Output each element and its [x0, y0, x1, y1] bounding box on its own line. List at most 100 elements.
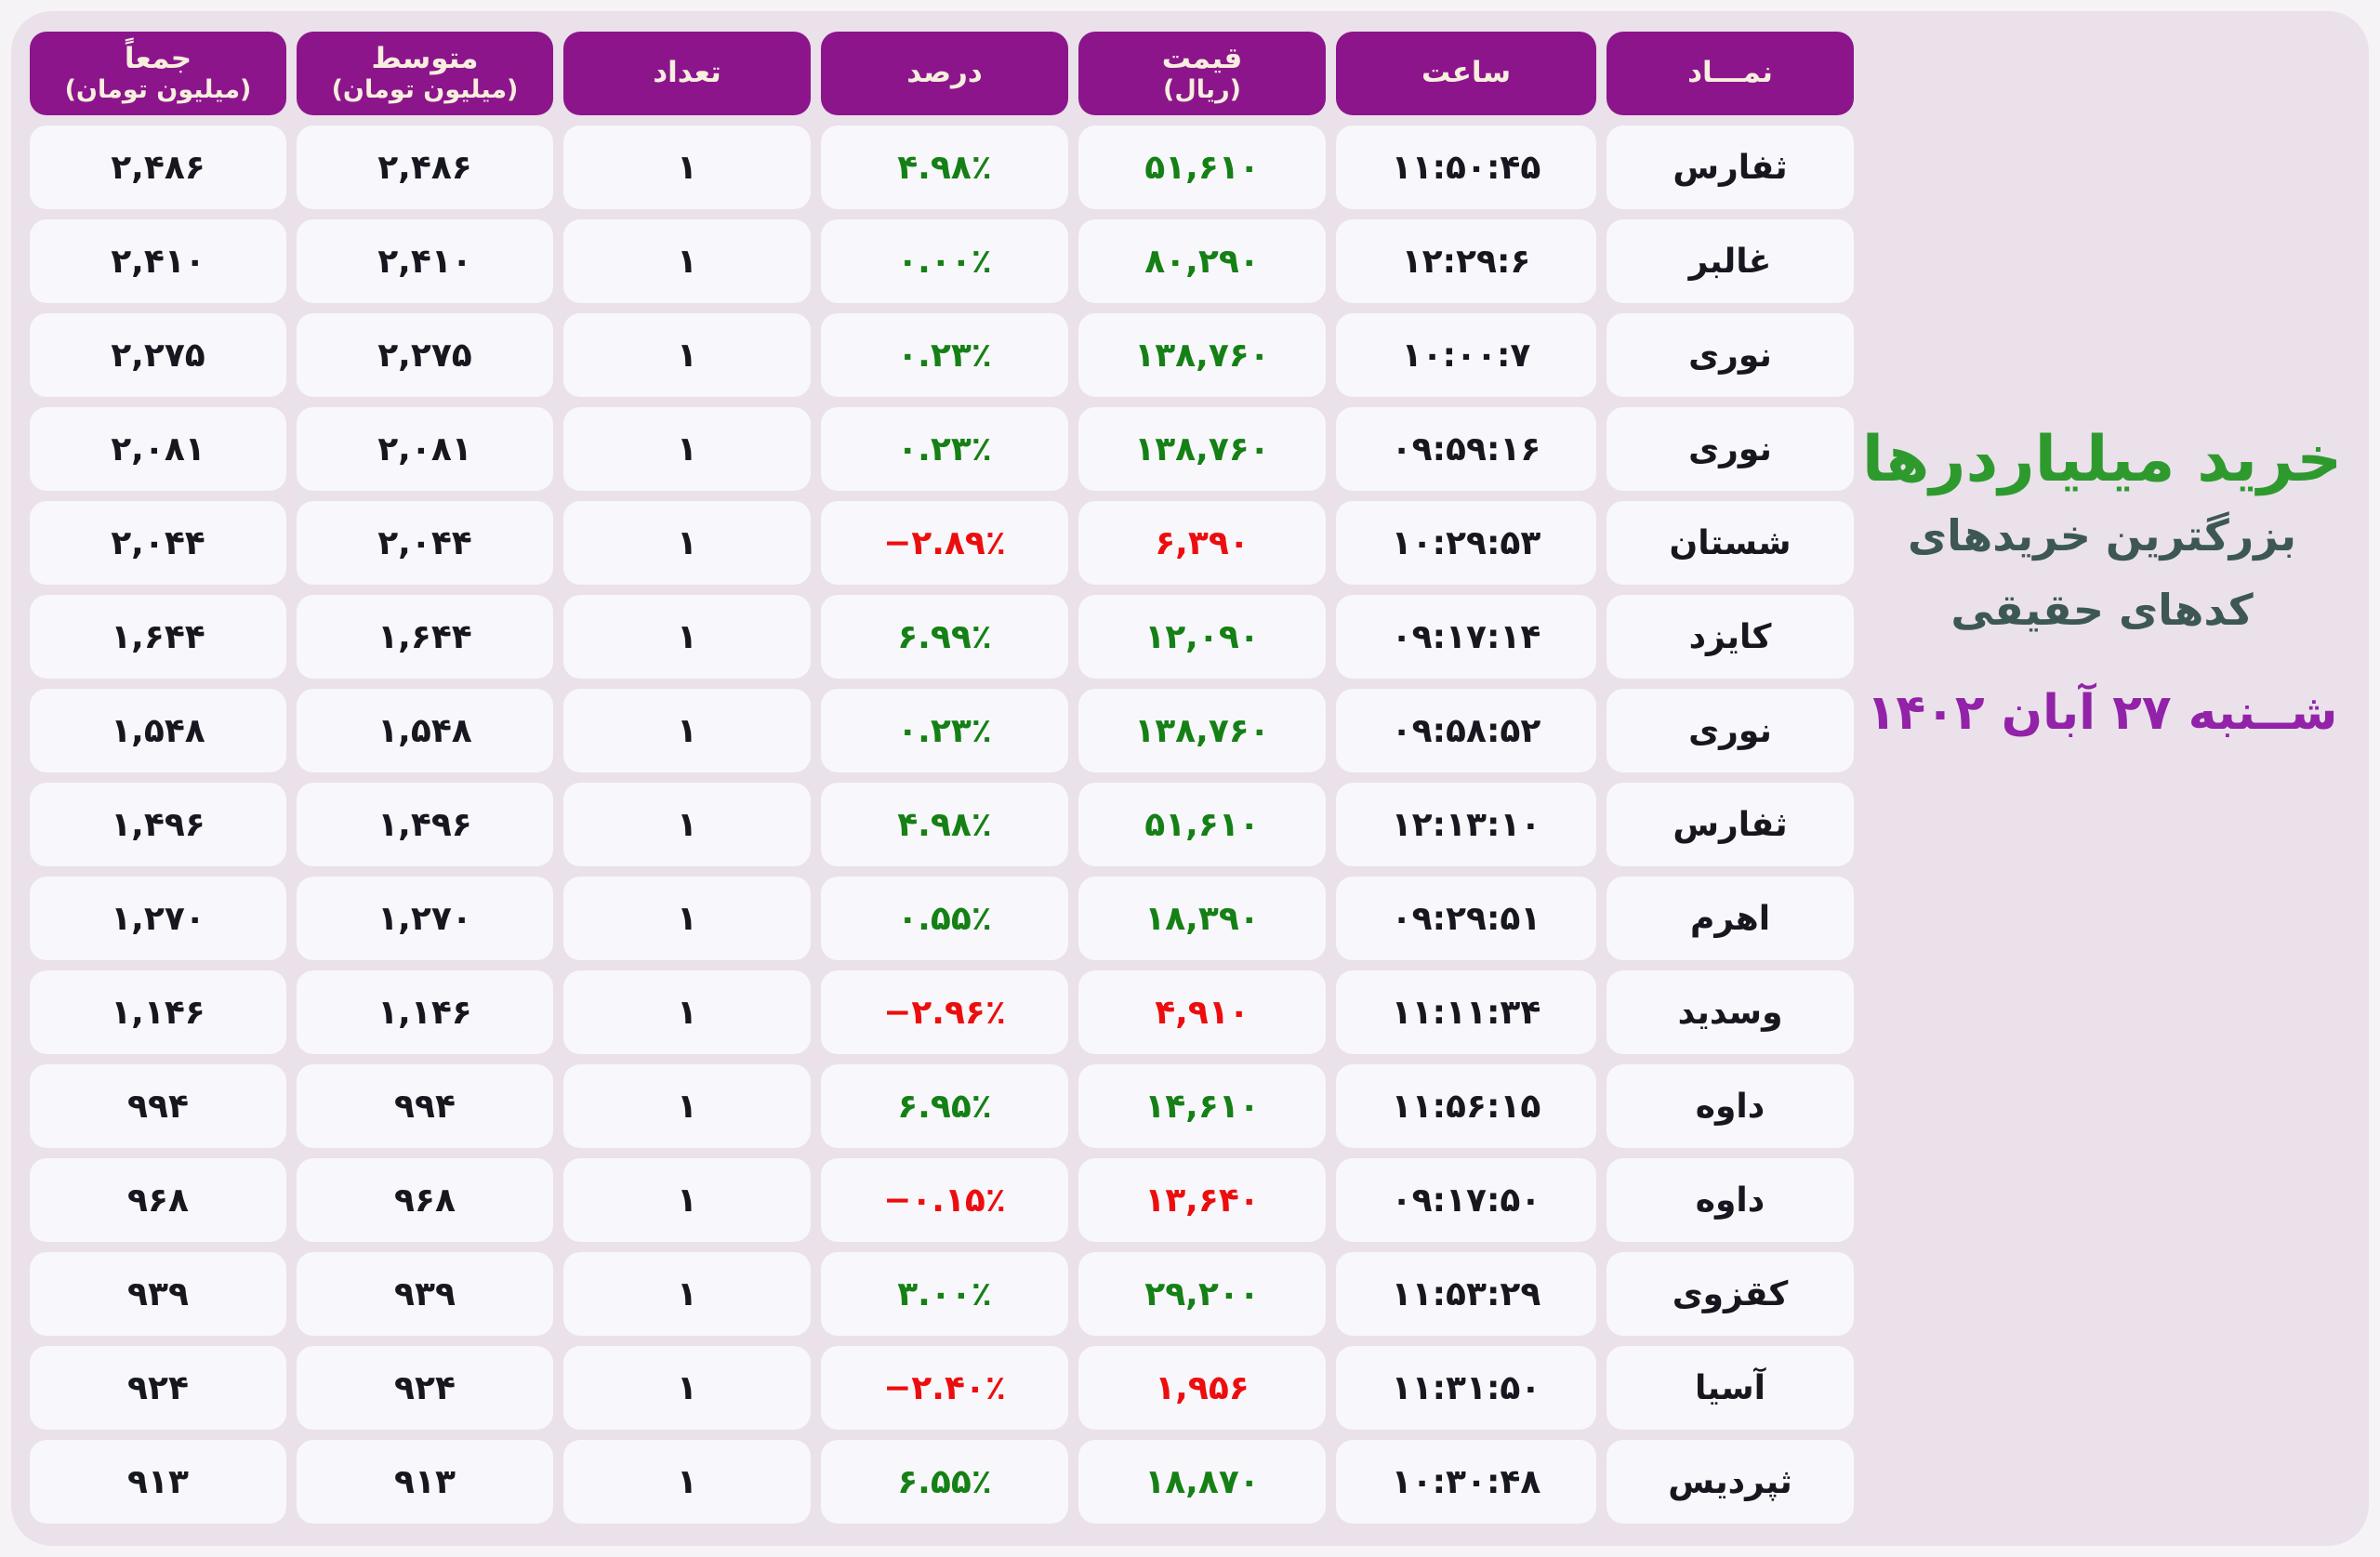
- cell-percent: ۰.۲۳٪: [821, 313, 1068, 397]
- column-header-label: درصد: [906, 56, 983, 90]
- cell-total: ۲,۴۱۰: [30, 219, 286, 303]
- cell-percent: ۰.۲۳٪: [821, 407, 1068, 491]
- cell-price: ۸۰,۲۹۰: [1078, 219, 1326, 303]
- cell-total: ۹۱۳: [30, 1440, 286, 1524]
- date-label: شــنبه ۲۷ آبان ۱۴۰۲: [1866, 684, 2338, 741]
- cell-total: ۲,۴۸۶: [30, 125, 286, 209]
- column-header-time: ساعت: [1336, 32, 1596, 115]
- cell-symbol: شستان: [1606, 501, 1854, 585]
- cell-average: ۲,۰۴۴: [297, 501, 553, 585]
- cell-percent: −۲.۸۹٪: [821, 501, 1068, 585]
- cell-total: ۱,۱۴۶: [30, 970, 286, 1054]
- cell-total: ۱,۶۴۴: [30, 595, 286, 679]
- cell-price: ۶,۳۹۰: [1078, 501, 1326, 585]
- column-header-label: ساعت: [1421, 56, 1512, 90]
- cell-total: ۹۶۸: [30, 1158, 286, 1242]
- cell-percent: ۰.۵۵٪: [821, 877, 1068, 960]
- column-header-total: جمعاً (میلیون تومان): [30, 32, 286, 115]
- cell-price: ۵۱,۶۱۰: [1078, 783, 1326, 866]
- cell-symbol: نوری: [1606, 313, 1854, 397]
- cell-percent: ۶.۹۹٪: [821, 595, 1068, 679]
- cell-time: ۰۹:۵۹:۱۶: [1336, 407, 1596, 491]
- subtitle-line-2: کدهای حقیقی: [1950, 585, 2254, 636]
- cell-count: ۱: [563, 783, 811, 866]
- billionaires-buy-table: نمـــاد ساعت قیمت (ریال) درصد تعداد متوسط (میلی…: [30, 32, 1854, 1525]
- column-header-percent: درصد: [821, 32, 1068, 115]
- cell-count: ۱: [563, 877, 811, 960]
- cell-time: ۱۱:۵۶:۱۵: [1336, 1064, 1596, 1148]
- column-header-price: قیمت (ریال): [1078, 32, 1326, 115]
- cell-price: ۱۸,۸۷۰: [1078, 1440, 1326, 1524]
- title-block: خرید میلیاردرها بزرگترین خریدهای کدهای ح…: [1854, 32, 2350, 1525]
- column-header-label: جمعاً: [124, 41, 192, 75]
- cell-count: ۱: [563, 313, 811, 397]
- cell-symbol: غالبر: [1606, 219, 1854, 303]
- cell-average: ۹۲۴: [297, 1346, 553, 1430]
- cell-symbol: اهرم: [1606, 877, 1854, 960]
- cell-total: ۲,۲۷۵: [30, 313, 286, 397]
- cell-symbol: داوه: [1606, 1064, 1854, 1148]
- cell-price: ۱۸,۳۹۰: [1078, 877, 1326, 960]
- cell-average: ۲,۴۱۰: [297, 219, 553, 303]
- page-title: خرید میلیاردرها: [1861, 423, 2343, 496]
- cell-average: ۹۳۹: [297, 1252, 553, 1336]
- cell-time: ۱۲:۱۳:۱۰: [1336, 783, 1596, 866]
- cell-time: ۰۹:۱۷:۱۴: [1336, 595, 1596, 679]
- cell-symbol: آسیا: [1606, 1346, 1854, 1430]
- column-header-label: نمـــاد: [1687, 56, 1773, 90]
- cell-average: ۲,۲۷۵: [297, 313, 553, 397]
- column-header-count: تعداد: [563, 32, 811, 115]
- cell-count: ۱: [563, 689, 811, 772]
- cell-average: ۱,۶۴۴: [297, 595, 553, 679]
- cell-count: ۱: [563, 1252, 811, 1336]
- cell-average: ۱,۵۴۸: [297, 689, 553, 772]
- cell-symbol: کایزد: [1606, 595, 1854, 679]
- cell-time: ۱۲:۲۹:۶: [1336, 219, 1596, 303]
- cell-count: ۱: [563, 595, 811, 679]
- cell-count: ۱: [563, 407, 811, 491]
- cell-price: ۲۹,۲۰۰: [1078, 1252, 1326, 1336]
- cell-symbol: ثفارس: [1606, 783, 1854, 866]
- cell-time: ۱۰:۳۰:۴۸: [1336, 1440, 1596, 1524]
- cell-percent: ۴.۹۸٪: [821, 783, 1068, 866]
- cell-symbol: نوری: [1606, 689, 1854, 772]
- cell-percent: ۰.۲۳٪: [821, 689, 1068, 772]
- cell-percent: ۴.۹۸٪: [821, 125, 1068, 209]
- cell-count: ۱: [563, 970, 811, 1054]
- cell-average: ۹۹۴: [297, 1064, 553, 1148]
- cell-price: ۴,۹۱۰: [1078, 970, 1326, 1054]
- cell-count: ۱: [563, 1440, 811, 1524]
- cell-symbol: ثفارس: [1606, 125, 1854, 209]
- cell-total: ۱,۲۷۰: [30, 877, 286, 960]
- table-board: نمـــاد ساعت قیمت (ریال) درصد تعداد متوسط (میلی…: [11, 11, 2369, 1546]
- column-header-symbol: نمـــاد: [1606, 32, 1854, 115]
- column-header-label: تعداد: [653, 56, 721, 90]
- cell-percent: −۲.۹۶٪: [821, 970, 1068, 1054]
- cell-symbol: کقزوی: [1606, 1252, 1854, 1336]
- cell-total: ۹۹۴: [30, 1064, 286, 1148]
- cell-percent: ۶.۵۵٪: [821, 1440, 1068, 1524]
- cell-time: ۱۱:۱۱:۳۴: [1336, 970, 1596, 1054]
- cell-average: ۱,۲۷۰: [297, 877, 553, 960]
- cell-count: ۱: [563, 125, 811, 209]
- cell-time: ۱۰:۲۹:۵۳: [1336, 501, 1596, 585]
- cell-symbol: نوری: [1606, 407, 1854, 491]
- cell-price: ۱۳۸,۷۶۰: [1078, 407, 1326, 491]
- cell-symbol: وسدید: [1606, 970, 1854, 1054]
- cell-average: ۲,۰۸۱: [297, 407, 553, 491]
- cell-average: ۲,۴۸۶: [297, 125, 553, 209]
- cell-total: ۲,۰۸۱: [30, 407, 286, 491]
- cell-count: ۱: [563, 1064, 811, 1148]
- cell-total: ۹۲۴: [30, 1346, 286, 1430]
- cell-time: ۱۰:۰۰:۷: [1336, 313, 1596, 397]
- cell-percent: −۰.۱۵٪: [821, 1158, 1068, 1242]
- cell-average: ۹۶۸: [297, 1158, 553, 1242]
- cell-count: ۱: [563, 1346, 811, 1430]
- cell-percent: ۶.۹۵٪: [821, 1064, 1068, 1148]
- cell-price: ۱۳۸,۷۶۰: [1078, 313, 1326, 397]
- cell-total: ۱,۴۹۶: [30, 783, 286, 866]
- cell-time: ۰۹:۱۷:۵۰: [1336, 1158, 1596, 1242]
- column-header-subtitle: (میلیون تومان): [331, 75, 519, 105]
- cell-average: ۱,۱۴۶: [297, 970, 553, 1054]
- subtitle-line-1: بزرگترین خریدهای: [1907, 509, 2297, 561]
